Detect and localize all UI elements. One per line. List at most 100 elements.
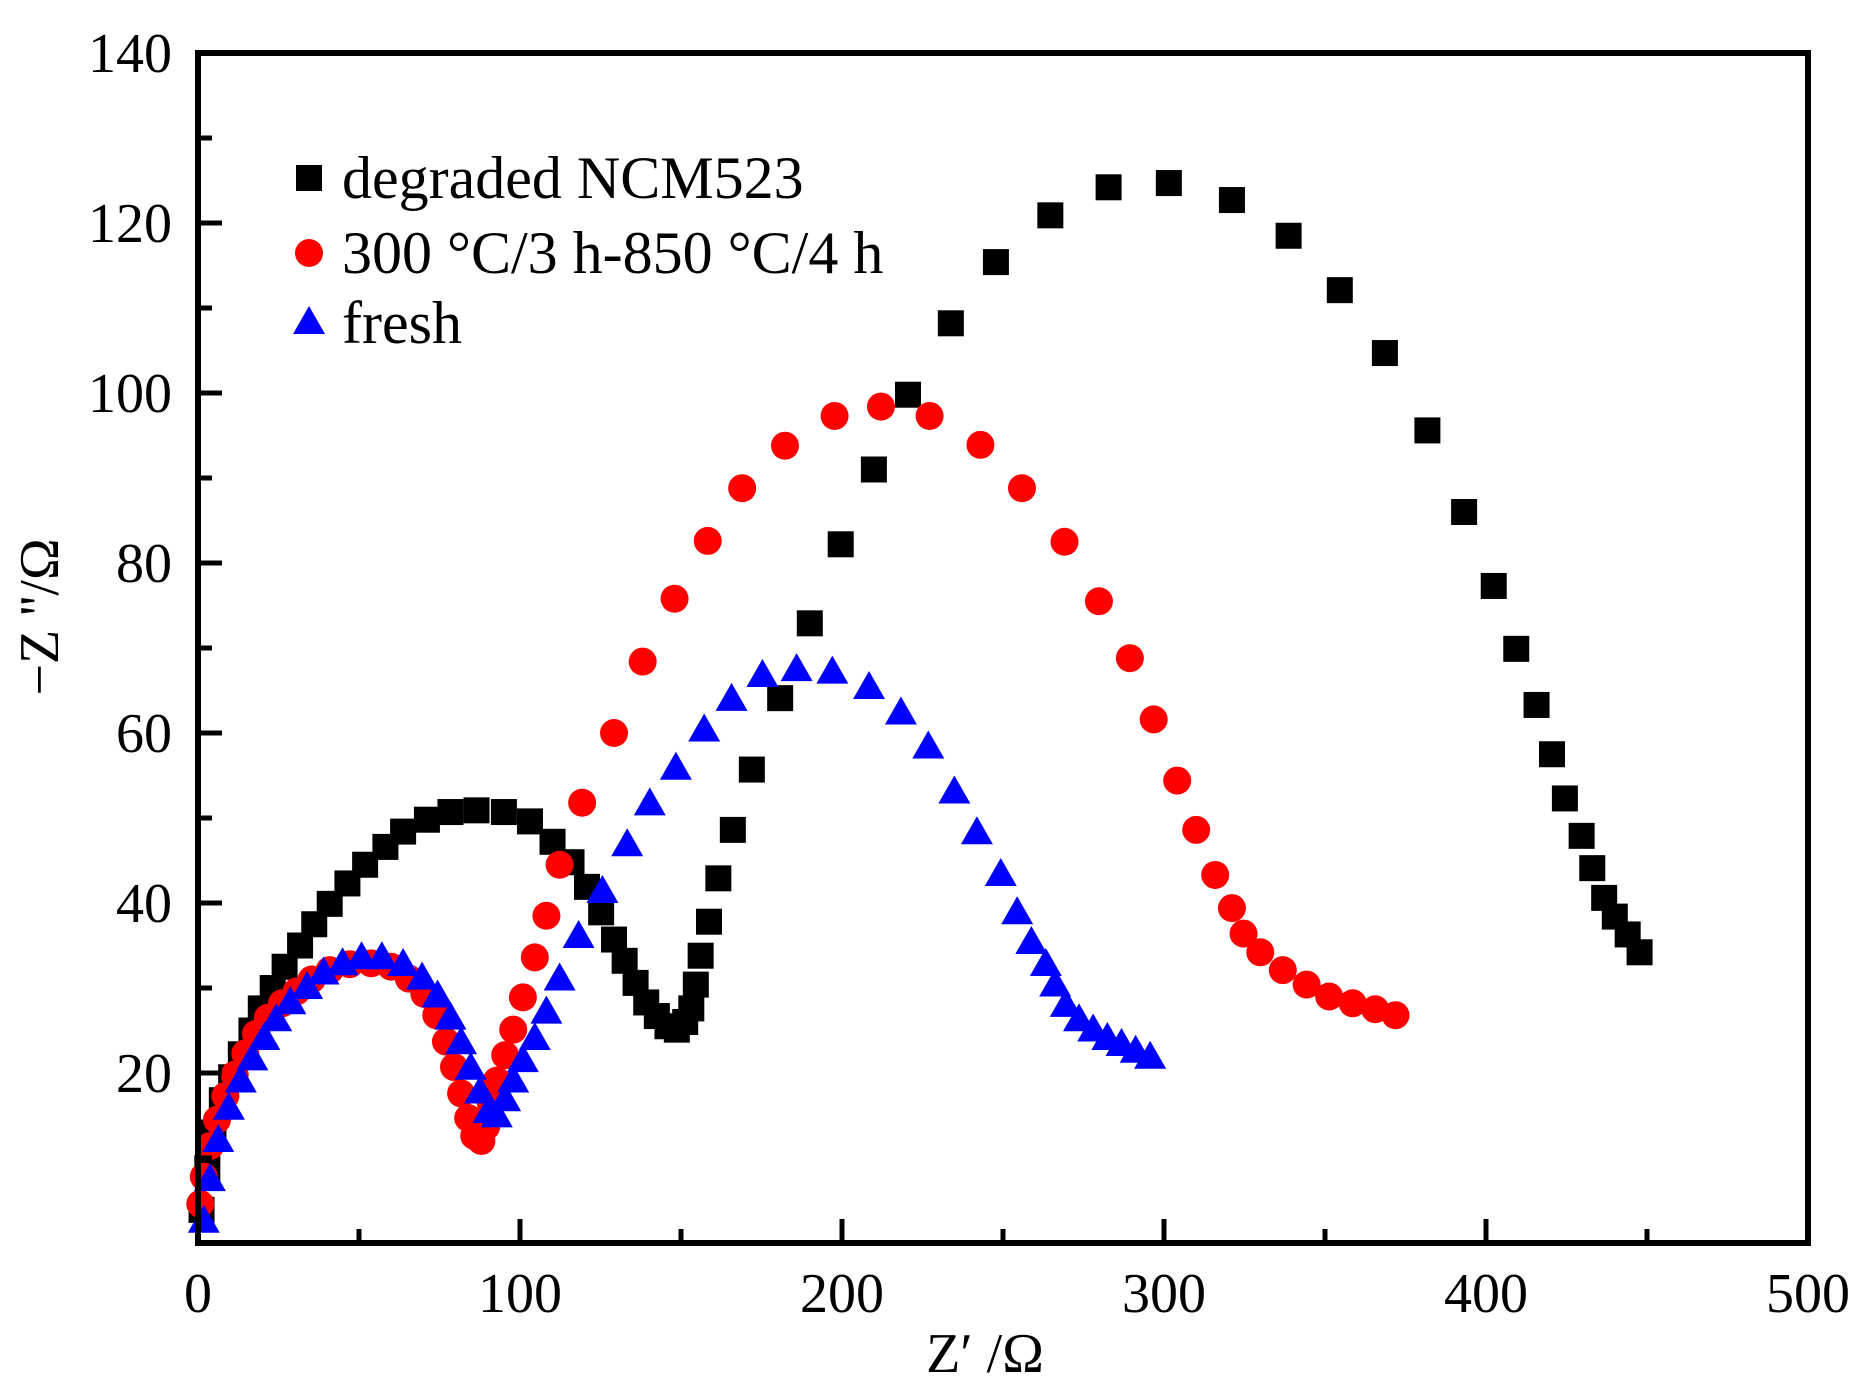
data-point (628, 647, 657, 676)
data-point (1015, 925, 1048, 954)
data-point (884, 696, 917, 725)
x-tick-label: 0 (184, 1263, 212, 1325)
data-point (532, 901, 561, 930)
axis-ticks (198, 135, 1650, 1243)
data-point (820, 401, 849, 430)
data-point (1155, 170, 1182, 197)
data-point (406, 961, 439, 990)
legend-entry: fresh (293, 290, 462, 356)
data-point (490, 799, 517, 826)
data-point (1338, 989, 1367, 1018)
data-point (365, 941, 398, 970)
data-point (966, 430, 995, 459)
data-point (454, 1104, 483, 1133)
data-point (912, 730, 945, 759)
data-point (982, 249, 1009, 276)
data-point (291, 971, 324, 999)
data-point (622, 969, 649, 996)
data-point (1001, 896, 1034, 925)
data-point (1217, 894, 1246, 923)
data-point (633, 787, 666, 816)
data-point (1579, 855, 1606, 882)
data-point (1039, 968, 1072, 997)
data-point (1062, 1003, 1095, 1032)
data-point (895, 381, 922, 408)
data-point (491, 1041, 520, 1070)
data-point (937, 310, 964, 337)
data-point (464, 1075, 497, 1104)
data-point (307, 956, 340, 985)
data-point (1201, 860, 1230, 889)
y-tick-label: 120 (88, 193, 172, 255)
data-point (853, 670, 886, 699)
data-point (518, 1022, 551, 1050)
data-point (984, 857, 1017, 886)
data-point (472, 1095, 505, 1124)
data-point (545, 850, 574, 879)
data-point (601, 926, 628, 953)
data-point (516, 808, 543, 835)
data-point (1326, 277, 1353, 304)
data-point (345, 941, 378, 970)
data-point (1077, 1013, 1110, 1042)
data-point (719, 816, 746, 843)
data-point (693, 526, 722, 555)
data-point (1049, 988, 1082, 1017)
data-point (212, 1091, 245, 1120)
data-point (520, 943, 549, 972)
data-point (715, 682, 748, 711)
data-point (586, 874, 619, 903)
data-point (915, 401, 944, 430)
x-tick-label: 500 (1766, 1263, 1850, 1325)
data-point (1182, 815, 1211, 844)
series-circle (186, 392, 1410, 1218)
y-tick-labels: 20 40 60 80 100 120 140 (88, 23, 172, 1105)
data-point (1037, 202, 1064, 229)
data-point (437, 799, 464, 826)
data-point (682, 971, 709, 998)
x-tick-label: 100 (478, 1263, 562, 1325)
data-point (771, 431, 800, 460)
legend-entry: degraded NCM523 (296, 145, 804, 211)
data-point (1568, 822, 1595, 849)
data-point (1007, 474, 1036, 503)
data-point (746, 659, 779, 688)
data-point (659, 751, 692, 780)
data-point (600, 719, 629, 747)
data-point (326, 947, 359, 976)
data-point (539, 828, 566, 855)
data-point (705, 865, 732, 892)
x-tick-label: 200 (800, 1263, 884, 1325)
legend-circle-icon (295, 239, 323, 267)
data-point (454, 1051, 487, 1080)
y-tick-label: 100 (88, 363, 172, 425)
data-point (827, 531, 854, 558)
data-point (796, 610, 823, 637)
data-point (1414, 417, 1441, 444)
data-point (728, 474, 757, 503)
data-point (780, 653, 813, 682)
data-point (506, 1044, 539, 1073)
data-point (1246, 938, 1275, 967)
data-point (1361, 995, 1390, 1024)
data-point (611, 828, 644, 857)
data-point (530, 995, 563, 1024)
data-point (1139, 705, 1168, 734)
data-point (1451, 499, 1478, 525)
data-point (1591, 884, 1618, 911)
legend-label: fresh (342, 290, 462, 356)
legend-entry: 300 °C/3 h-850 °C/4 h (295, 220, 883, 286)
data-point (568, 788, 597, 817)
data-point (938, 775, 971, 804)
legend-square-icon (296, 165, 322, 191)
data-point (248, 1022, 281, 1050)
y-tick-label: 40 (116, 873, 172, 935)
data-point (543, 962, 576, 991)
y-axis-title: −Z ''/Ω (9, 538, 71, 695)
series-triangle (187, 653, 1167, 1233)
data-point (1084, 587, 1113, 616)
data-point (866, 392, 895, 421)
y-tick-label: 80 (116, 533, 172, 595)
data-point (960, 816, 993, 845)
